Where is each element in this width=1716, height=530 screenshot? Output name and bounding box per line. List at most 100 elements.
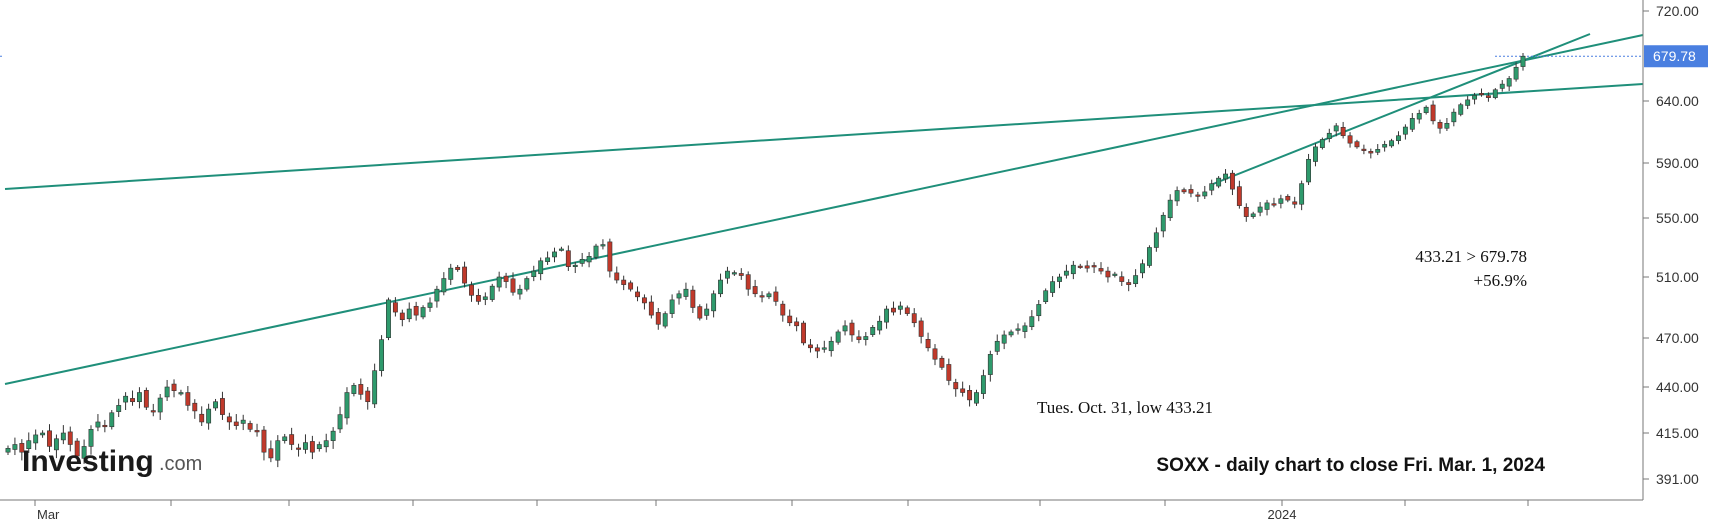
candle	[1430, 100, 1436, 125]
last-price-tag	[1644, 45, 1708, 68]
candle-up	[600, 244, 606, 247]
candle	[1326, 128, 1332, 143]
candle-down	[1361, 148, 1367, 151]
candle	[1105, 266, 1111, 283]
y-tick-label: 550.00	[1656, 210, 1699, 226]
candle-down	[787, 315, 793, 324]
candle	[1029, 310, 1035, 331]
candle	[835, 329, 841, 345]
candle-up	[877, 320, 883, 331]
candle-up	[1319, 139, 1325, 148]
candle	[856, 330, 862, 344]
candle-down	[296, 447, 301, 450]
candle	[1112, 271, 1118, 278]
candle-down	[1091, 265, 1097, 268]
candle	[1492, 88, 1498, 100]
candle	[171, 379, 177, 398]
candle-up	[828, 340, 834, 352]
y-tick-label: 391.00	[1656, 471, 1699, 487]
candle	[1015, 323, 1021, 335]
candle-down	[738, 273, 744, 276]
candle-down	[759, 295, 765, 298]
candle	[74, 438, 80, 459]
candle	[960, 381, 966, 397]
candle-down	[918, 320, 924, 337]
candle	[1188, 184, 1194, 198]
candle	[1485, 92, 1491, 102]
candle	[510, 272, 516, 296]
candle	[918, 317, 924, 344]
candle	[538, 257, 544, 281]
candle-up	[863, 336, 869, 340]
candle	[268, 440, 274, 463]
candle-up	[545, 257, 551, 262]
candle-down	[469, 284, 474, 296]
candle-up	[420, 307, 426, 318]
candle-down	[1098, 268, 1104, 272]
candle-down	[261, 429, 267, 453]
candle-up	[323, 440, 329, 448]
candle-up	[1492, 89, 1498, 98]
candle	[745, 271, 751, 296]
candle	[1250, 211, 1256, 219]
candle	[1043, 288, 1049, 304]
candle	[1340, 121, 1346, 139]
candle-up	[496, 276, 502, 288]
candle	[496, 271, 502, 292]
candle-down	[1243, 206, 1249, 217]
y-tick-label: 510.00	[1656, 269, 1699, 285]
candle	[448, 263, 454, 285]
candle-down	[1105, 270, 1111, 278]
candle	[1057, 273, 1062, 289]
candle-down	[697, 306, 703, 319]
candle-up	[669, 299, 675, 314]
candle	[697, 304, 703, 321]
candle	[261, 426, 267, 461]
candle-down	[648, 301, 654, 316]
candle-up	[711, 293, 717, 312]
candle-down	[1285, 195, 1291, 201]
candle-up	[489, 285, 495, 300]
candle	[1437, 119, 1443, 134]
candle-down	[171, 383, 177, 391]
candle	[953, 378, 959, 397]
candle-up	[434, 288, 440, 302]
investing-logo: Investing .com	[22, 445, 202, 478]
candle-up	[1472, 95, 1478, 100]
candle-down	[925, 339, 931, 349]
candle-up	[1313, 146, 1318, 162]
candle-down	[143, 390, 149, 408]
candle	[558, 246, 564, 252]
candles	[5, 52, 1526, 468]
candle-up	[1326, 132, 1332, 139]
candle	[1216, 176, 1222, 189]
candle-up	[316, 444, 322, 450]
candle	[718, 273, 723, 298]
candle-up	[1451, 111, 1457, 123]
candle	[1202, 185, 1208, 200]
candle-up	[330, 430, 336, 441]
trendlines	[0, 33, 1644, 385]
candle-down	[621, 279, 627, 285]
candle-up	[88, 429, 94, 447]
candle	[731, 270, 737, 276]
last-price-label: 679.78	[1653, 48, 1696, 64]
candle-down	[74, 440, 80, 457]
candle	[607, 238, 613, 278]
candle	[1347, 132, 1353, 148]
candle-down	[614, 272, 620, 281]
candle-up	[1416, 113, 1422, 120]
candle-down	[47, 430, 52, 447]
candle-down	[365, 390, 371, 403]
candle-down	[856, 336, 862, 340]
candle	[1499, 80, 1505, 92]
candle-down	[801, 322, 806, 344]
candle	[821, 340, 827, 353]
candle-down	[399, 312, 405, 320]
candle-down	[1340, 126, 1346, 137]
candle	[88, 425, 94, 455]
candle	[752, 279, 758, 298]
candle	[911, 308, 917, 328]
candle-up	[842, 325, 848, 332]
